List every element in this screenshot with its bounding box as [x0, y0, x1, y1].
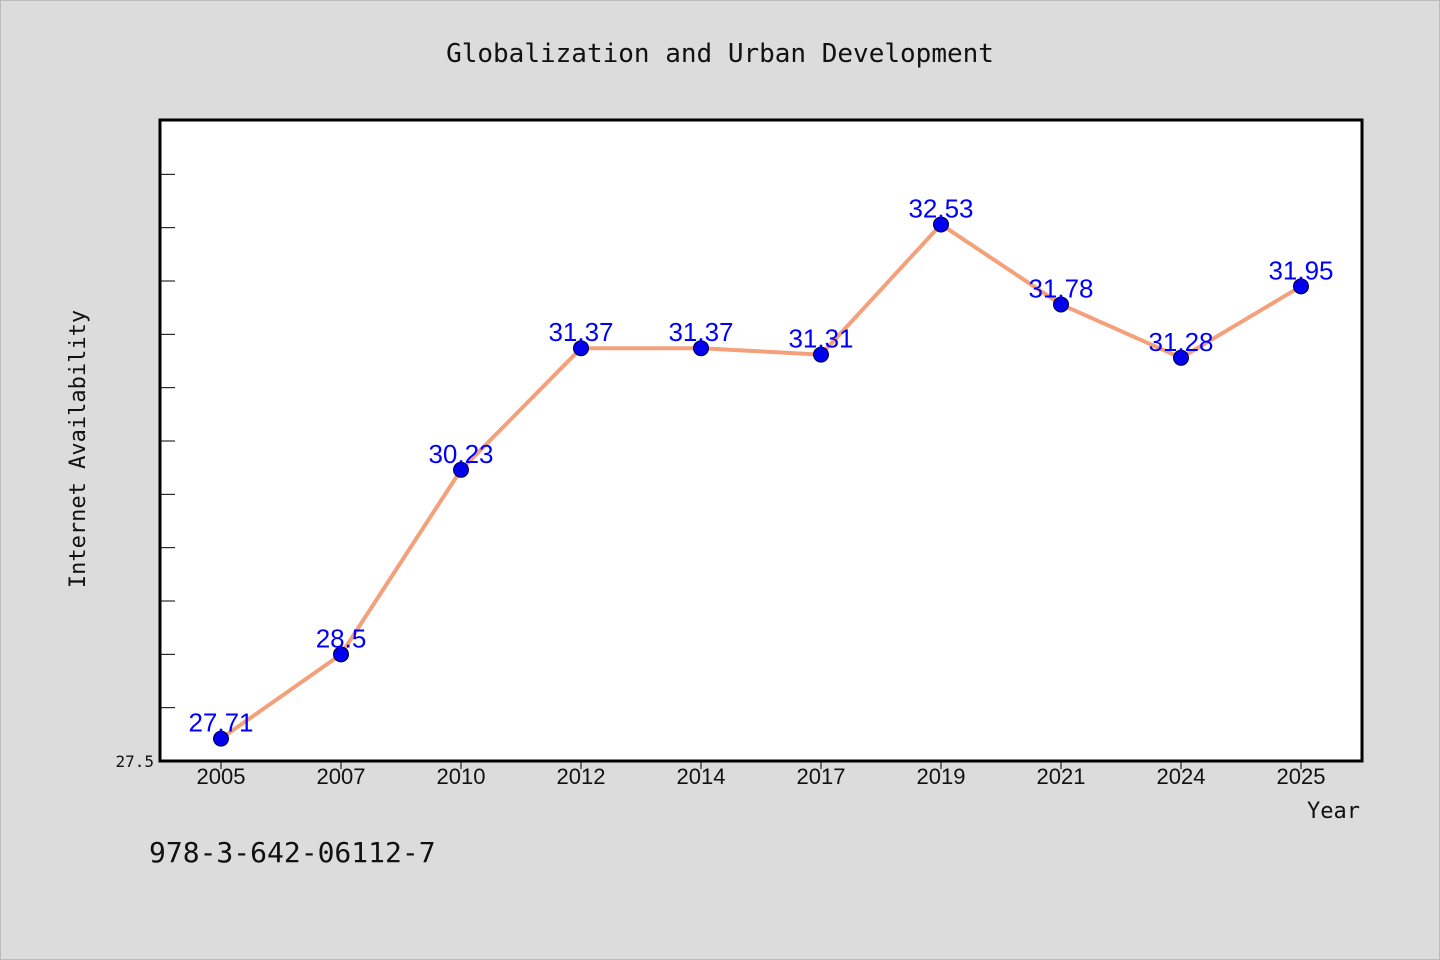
x-tick-label: 2010 — [437, 764, 486, 789]
series-markers — [213, 216, 1309, 747]
series-line — [219, 222, 1303, 741]
data-point — [1293, 278, 1309, 295]
data-label: 27.71 — [188, 708, 253, 738]
x-tick-label: 2025 — [1277, 764, 1326, 789]
plot-frame — [158, 118, 1364, 763]
data-labels: 27.71 28.5 30.23 31.37 31.37 31.31 32.53 31.78 3… — [188, 193, 1333, 737]
data-point — [813, 346, 829, 363]
data-point — [1053, 296, 1069, 313]
data-point — [693, 340, 709, 357]
x-tick-label: 2017 — [797, 764, 846, 789]
x-tick-label: 2019 — [917, 764, 966, 789]
x-tick-label: 2014 — [677, 764, 726, 789]
data-label: 31.28 — [1148, 327, 1213, 357]
y-axis-label: Internet Availability — [66, 310, 91, 588]
data-point — [213, 730, 229, 747]
x-tick-label: 2024 — [1157, 764, 1206, 789]
y-tick-label: 27.5 — [115, 752, 154, 771]
data-point — [453, 461, 469, 478]
isbn-footer: 978-3-642-06112-7 — [149, 836, 436, 869]
data-label: 31.37 — [668, 317, 733, 347]
plot-area — [160, 120, 1362, 761]
data-label: 31.95 — [1268, 255, 1333, 285]
data-label: 30.23 — [428, 439, 493, 469]
chart-title: Globalization and Urban Development — [446, 39, 994, 69]
data-label: 31.37 — [548, 317, 613, 347]
x-tick-label: 2005 — [197, 764, 246, 789]
data-point — [1173, 349, 1189, 366]
data-point — [933, 216, 949, 233]
x-axis-ticks: 2005 2007 2010 2012 2014 2017 2019 2021 2024 2025 — [197, 761, 1326, 789]
data-label: 32.53 — [908, 193, 973, 223]
data-label: 31.78 — [1028, 273, 1093, 303]
x-tick-label: 2007 — [317, 764, 366, 789]
x-tick-label: 2021 — [1037, 764, 1086, 789]
data-label: 28.5 — [316, 623, 367, 653]
data-point — [573, 340, 589, 357]
data-label: 31.31 — [788, 324, 853, 354]
x-tick-label: 2012 — [557, 764, 606, 789]
data-point — [333, 646, 349, 663]
x-axis-label: Year — [1307, 799, 1360, 824]
